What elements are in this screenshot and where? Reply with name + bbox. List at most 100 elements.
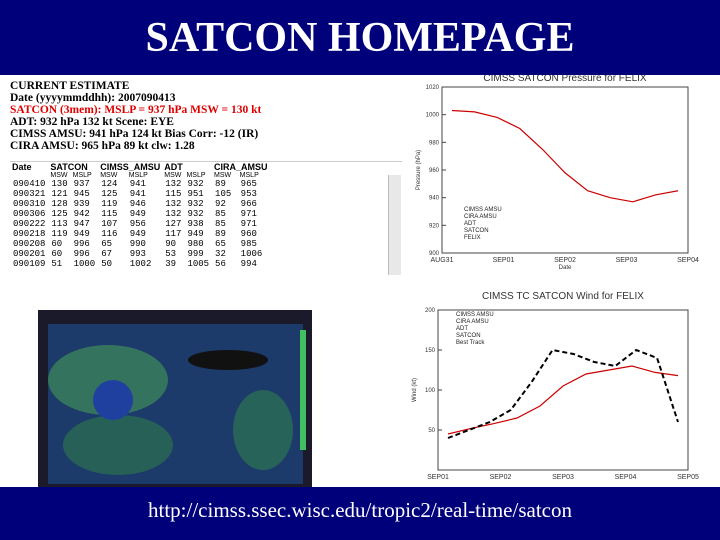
estimate-heading: CURRENT ESTIMATE xyxy=(10,80,130,92)
legend-entry: CIRA AMSU xyxy=(456,319,489,325)
table-cell: 115 xyxy=(165,189,182,199)
table-row: 090222 113 947 107 956 127 938 85 971 xyxy=(10,219,270,229)
table-cell: 951 xyxy=(187,189,204,199)
column-subheader: MSW xyxy=(164,172,182,179)
table-body: 090410 130 937 124 941 132 932 89 965 090321 121 94… xyxy=(10,179,270,269)
table-cell: 999 xyxy=(187,249,204,259)
table-cell: 949 xyxy=(129,209,146,219)
table-cell: 090306 xyxy=(13,209,46,219)
table-cell: 117 xyxy=(165,229,182,239)
table-header: Date SATCON CIMSS_AMSU ADT CIRA_AMSU xyxy=(10,162,270,172)
table-cell: 65 xyxy=(101,239,113,249)
legend-entry: SATCON xyxy=(456,333,481,339)
table-cell: 946 xyxy=(129,199,146,209)
estimate-line: Date (yyyymmddhh): 2007090413 xyxy=(10,92,176,104)
y-tick-label: 900 xyxy=(429,251,440,257)
table-cell: 971 xyxy=(240,219,257,229)
legend-entry: Best Track xyxy=(456,340,485,346)
table-cell: 947 xyxy=(73,219,90,229)
table-cell: 132 xyxy=(165,179,182,189)
table-cell: 932 xyxy=(187,209,204,219)
x-tick-label: SEP04 xyxy=(615,474,637,481)
y-tick-label: 980 xyxy=(429,140,440,146)
table-cell: 090109 xyxy=(13,259,46,269)
table-cell: 953 xyxy=(240,189,257,199)
legend-entry: FELIX xyxy=(464,235,481,241)
x-tick-label: SEP01 xyxy=(427,474,449,481)
y-axis-label: Pressure (hPa) xyxy=(416,150,422,190)
y-axis-label: Wind (kt) xyxy=(412,378,418,402)
series-line xyxy=(447,348,679,439)
table-cell: 60 xyxy=(51,239,63,249)
table-cell: 92 xyxy=(215,199,226,209)
legend-entry: CIMSS AMSU xyxy=(464,207,502,213)
table-cell: 65 xyxy=(215,239,226,249)
charts: CIMSS SATCON Pressure for FELIX 900 920 940… xyxy=(412,75,699,481)
x-tick-label: SEP03 xyxy=(552,474,574,481)
y-tick-label: 1000 xyxy=(426,113,440,119)
scrollbar[interactable] xyxy=(388,175,401,275)
table-cell: 996 xyxy=(73,249,90,259)
table-cell: 090310 xyxy=(13,199,46,209)
table-cell: 960 xyxy=(240,229,257,239)
table-cell: 116 xyxy=(101,229,118,239)
x-tick-label: SEP01 xyxy=(493,257,515,264)
table-cell: 949 xyxy=(73,229,90,239)
table-cell: 67 xyxy=(101,249,113,259)
table: Date SATCON CIMSS_AMSU ADT CIRA_AMSU MSW MSLP… xyxy=(10,162,270,269)
table-cell: 53 xyxy=(165,249,177,259)
table-cell: 971 xyxy=(240,209,257,219)
y-tick-label: 940 xyxy=(429,196,440,202)
table-cell: 994 xyxy=(240,259,257,269)
table-cell: 39 xyxy=(165,259,177,269)
column-header: CIRA_AMSU xyxy=(214,162,268,172)
y-tick-label: 200 xyxy=(425,308,436,314)
table-cell: 1006 xyxy=(240,249,263,259)
table-cell: 090222 xyxy=(13,219,46,229)
table-cell: 51 xyxy=(51,259,63,269)
table-row: 090218 119 949 116 949 117 949 89 960 xyxy=(10,229,270,239)
table-subheader: MSW MSLP MSW MSLP MSW MSLP MSW MSLP xyxy=(10,172,270,179)
table-cell: 119 xyxy=(51,229,68,239)
table-cell: 939 xyxy=(73,199,90,209)
table-cell: 090410 xyxy=(13,179,46,189)
table-cell: 50 xyxy=(101,259,113,269)
y-tick-label: 150 xyxy=(425,348,436,354)
chart-title: CIMSS SATCON Pressure for FELIX xyxy=(483,75,647,84)
column-subheader: MSW xyxy=(214,172,232,179)
estimate-line: ADT: 932 hPa 132 kt Scene: EYE xyxy=(10,116,174,128)
slide-title: SATCON HOMEPAGE xyxy=(145,15,575,61)
table-row: 090310 128 939 119 946 132 932 92 966 xyxy=(10,199,270,209)
x-tick-label: SEP04 xyxy=(677,257,699,264)
table-cell: 89 xyxy=(215,229,226,239)
x-axis-label: Date xyxy=(559,265,572,271)
estimate-line: CIMSS AMSU: 941 hPa 124 kt Bias Corr: -1… xyxy=(10,128,259,140)
table-cell: 090208 xyxy=(13,239,46,249)
table-cell: 56 xyxy=(215,259,226,269)
satellite-image xyxy=(38,310,312,487)
column-subheader: MSW xyxy=(100,172,118,179)
table-cell: 949 xyxy=(129,229,146,239)
estimate-line: CIRA AMSU: 965 hPa 89 kt clw: 1.28 xyxy=(10,140,195,152)
table-cell: 942 xyxy=(73,209,90,219)
table-cell: 993 xyxy=(129,249,146,259)
table-row: 090109 51 1000 50 1002 39 1005 56 994 xyxy=(10,259,270,269)
table-cell: 119 xyxy=(101,199,118,209)
table-cell: 107 xyxy=(101,219,118,229)
table-cell: 85 xyxy=(215,209,226,219)
column-subheader: MSLP xyxy=(128,172,148,179)
table-cell: 1000 xyxy=(73,259,96,269)
table-cell: 115 xyxy=(101,209,118,219)
legend-entry: SATCON xyxy=(464,228,489,234)
y-tick-label: 960 xyxy=(429,168,440,174)
table-cell: 125 xyxy=(101,189,118,199)
table-cell: 949 xyxy=(187,229,204,239)
table-cell: 85 xyxy=(215,219,226,229)
table-cell: 127 xyxy=(165,219,182,229)
table-cell: 130 xyxy=(51,179,68,189)
legend-entry: ADT xyxy=(464,221,476,227)
x-tick-label: SEP02 xyxy=(554,257,576,264)
table-cell: 132 xyxy=(165,199,182,209)
url: http://cimss.ssec.wisc.edu/tropic2/real-… xyxy=(148,498,572,522)
